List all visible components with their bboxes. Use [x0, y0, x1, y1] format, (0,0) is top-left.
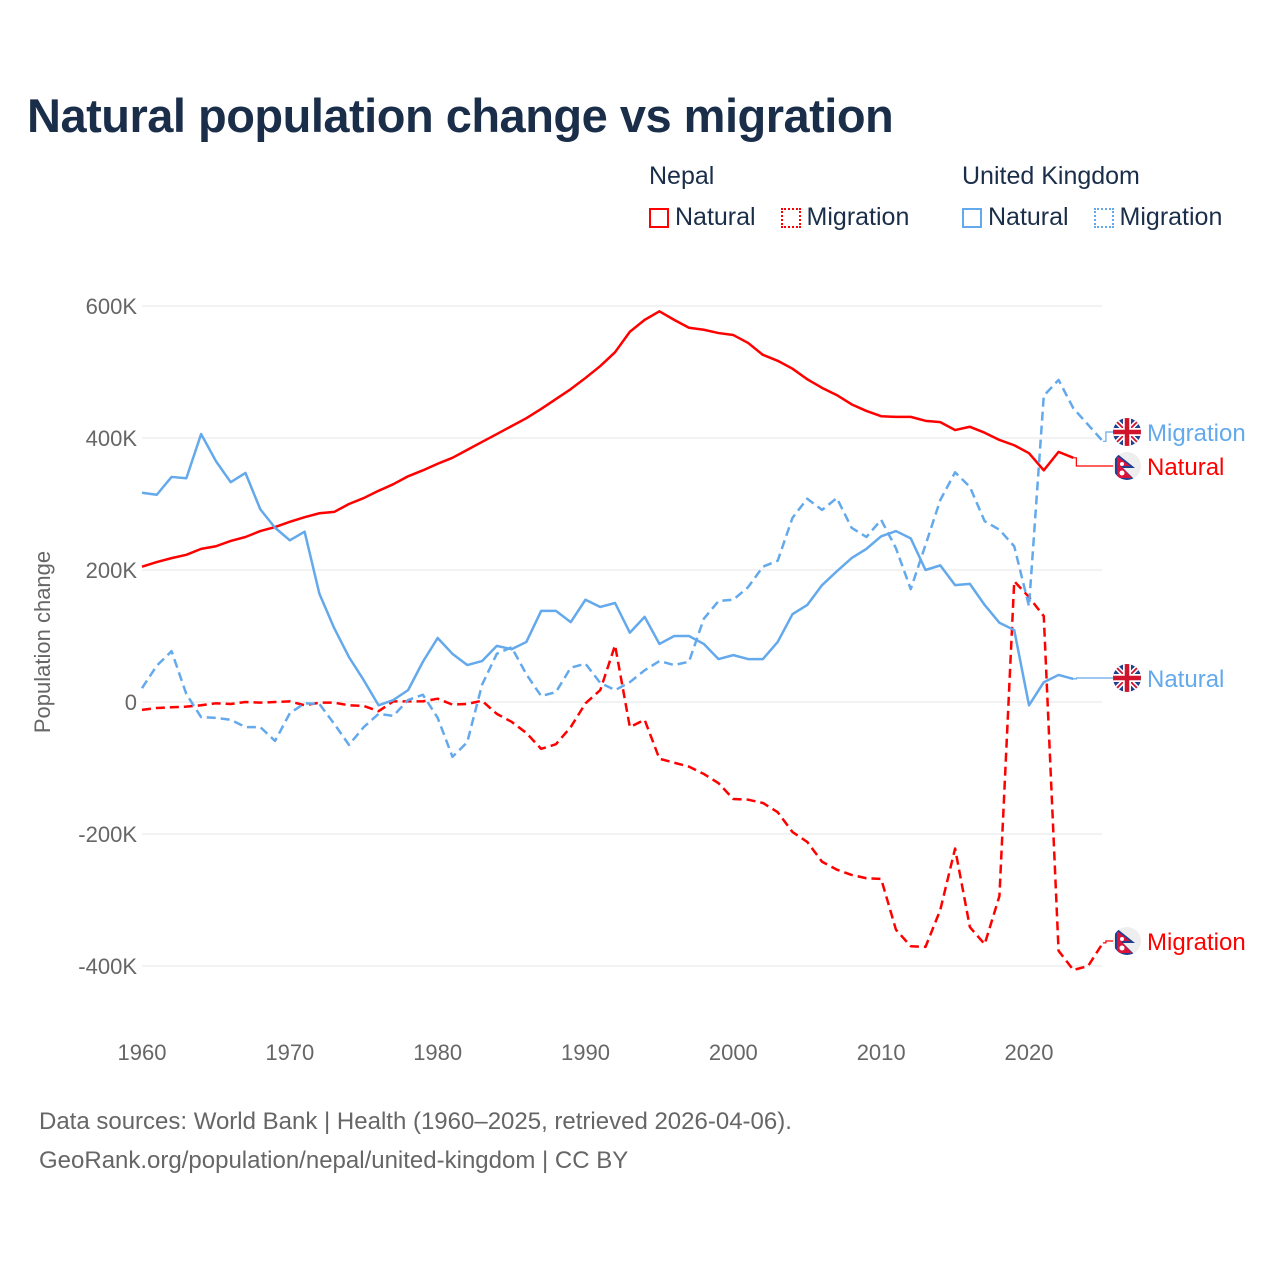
legend-group-nepal: Nepal Natural Migration: [649, 162, 927, 235]
uk-flag-icon: [1113, 418, 1141, 446]
series-line-nepal-natural[interactable]: [141, 310, 1074, 568]
legend-label: Migration: [1119, 203, 1223, 231]
footer-sources: Data sources: World Bank | Health (1960–…: [39, 1108, 792, 1135]
legend-group-name: Nepal: [649, 162, 715, 190]
label-connector: [1102, 940, 1113, 944]
x-tick-label: 1990: [561, 1040, 610, 1065]
legend-group-uk: United Kingdom Natural Migration: [962, 162, 1222, 235]
y-tick-label: 200K: [86, 558, 138, 583]
series-line-nepal-migration[interactable]: [141, 579, 1104, 972]
dotted-swatch-icon: [780, 207, 801, 228]
legend-label: Natural: [675, 203, 756, 231]
nepal-flag-icon: [1113, 927, 1141, 955]
dotted-swatch-icon: [1093, 207, 1114, 228]
label-connector: [1102, 431, 1113, 442]
series-line-united-kingdom-migration[interactable]: [140, 378, 1104, 759]
series-end-label: Natural: [1147, 666, 1224, 693]
series-line-united-kingdom-natural[interactable]: [141, 432, 1074, 707]
legend-uk-natural[interactable]: Natural: [962, 203, 1069, 232]
nepal-flag-icon: [1113, 452, 1141, 480]
series-end-label: Migration: [1147, 420, 1246, 447]
y-tick-label: 400K: [86, 426, 138, 451]
uk-flag-icon: [1113, 664, 1141, 692]
solid-swatch-icon: [649, 207, 669, 228]
x-tick-label: 2020: [1005, 1040, 1054, 1065]
y-tick-label: -200K: [78, 822, 137, 847]
x-tick-label: 2000: [709, 1040, 758, 1065]
legend-nepal-migration[interactable]: Migration: [780, 203, 910, 232]
series-end-label: Natural: [1147, 454, 1224, 481]
x-tick-label: 1960: [118, 1040, 167, 1065]
series-end-label: Migration: [1147, 929, 1246, 956]
label-connector: [1073, 677, 1113, 680]
legend-uk-migration[interactable]: Migration: [1093, 203, 1223, 232]
legend-group-name: United Kingdom: [962, 162, 1140, 190]
legend-label: Natural: [988, 203, 1069, 231]
x-tick-label: 1980: [413, 1040, 462, 1065]
legend-nepal-natural[interactable]: Natural: [649, 203, 756, 232]
x-tick-label: 2010: [857, 1040, 906, 1065]
y-tick-label: 600K: [86, 294, 138, 319]
y-tick-label: -400K: [78, 954, 137, 979]
chart-title: Natural population change vs migration: [27, 89, 894, 142]
y-tick-label: 0: [125, 690, 137, 715]
legend-label: Migration: [806, 203, 910, 231]
x-tick-label: 1970: [265, 1040, 314, 1065]
y-axis-label: Population change: [30, 551, 55, 733]
footer-link[interactable]: GeoRank.org/population/nepal/united-king…: [39, 1147, 629, 1174]
label-connector: [1073, 457, 1113, 467]
solid-swatch-icon: [962, 207, 982, 228]
